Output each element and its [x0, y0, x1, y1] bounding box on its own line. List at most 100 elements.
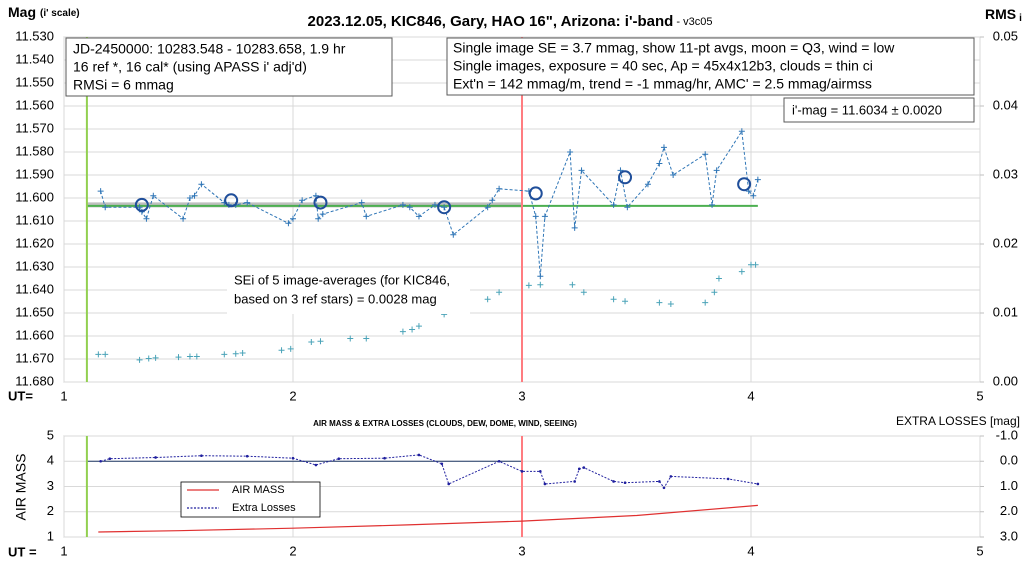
- y-tick-label: 11.600: [15, 189, 54, 204]
- title: 2023.12.05, KIC846, Gary, HAO 16", Arizo…: [308, 13, 674, 30]
- data-point: [702, 151, 709, 158]
- data-point: [337, 457, 341, 461]
- y2-tick-label: 0.05: [993, 28, 1018, 43]
- y2-tick-label: 1.0: [1000, 478, 1018, 493]
- annotation-box: [783, 97, 975, 123]
- x-tick-label: 5: [976, 543, 983, 558]
- data-point: [437, 200, 452, 215]
- data-point: [567, 149, 574, 155]
- data-point: [143, 215, 150, 222]
- data-point: [528, 186, 543, 201]
- data-point: [347, 335, 354, 342]
- data-point: [97, 188, 104, 195]
- data-point: [224, 193, 239, 208]
- data-point: [245, 454, 249, 458]
- data-point: [569, 281, 576, 288]
- x-axis-label: UT=: [8, 388, 33, 403]
- data-point: [644, 181, 651, 188]
- chart-title: 2023.12.05, KIC846, Gary, HAO 16", Arizo…: [308, 13, 713, 30]
- data-point: [232, 350, 239, 357]
- data-point: [541, 213, 548, 220]
- legend-box: [180, 481, 321, 518]
- data-point: [221, 351, 228, 358]
- data-point: [711, 289, 718, 296]
- data-point: [415, 213, 422, 220]
- y2-label: RMS: [985, 6, 1016, 22]
- y-tick-label: 11.660: [15, 327, 54, 342]
- annotation-box: [446, 37, 975, 96]
- data-point: [290, 215, 296, 222]
- series-line: [100, 129, 759, 277]
- data-point: [154, 456, 157, 459]
- data-point: [573, 480, 576, 483]
- data-point: [496, 185, 503, 192]
- data-point: [580, 289, 587, 296]
- data-point: [186, 353, 193, 360]
- data-point: [358, 199, 365, 206]
- data-point: [539, 470, 542, 473]
- data-point: [622, 298, 629, 305]
- data-point: [737, 177, 752, 192]
- y-tick-label: 11.530: [15, 28, 54, 43]
- y-axis-label: AIR MASS: [13, 454, 29, 521]
- y2-axis-label: EXTRA LOSSES [mag]: [896, 414, 1020, 428]
- data-point: [713, 167, 720, 174]
- data-point: [239, 350, 246, 357]
- y-label: Mag: [8, 4, 36, 20]
- data-point: [150, 192, 157, 199]
- data-point: [102, 351, 109, 358]
- data-point: [285, 220, 292, 227]
- data-point: [186, 195, 193, 201]
- data-point: [618, 170, 633, 185]
- y-axis-label: Mag (i' scale): [8, 4, 80, 20]
- data-point: [702, 299, 709, 306]
- data-point: [532, 213, 539, 220]
- x-axis-label: UT =: [8, 544, 37, 559]
- data-point: [525, 282, 532, 289]
- y-tick-label: 5: [47, 427, 54, 442]
- y-tick-label: 11.570: [15, 120, 54, 135]
- y-tick-label: 11.620: [15, 235, 54, 250]
- data-point: [409, 326, 416, 333]
- data-point: [175, 354, 182, 361]
- data-point: [582, 466, 586, 469]
- y2-tick-label: 0.04: [993, 97, 1018, 112]
- y-tick-label: 11.590: [15, 166, 54, 181]
- y2-tick-label: 0.00: [993, 373, 1018, 388]
- y-tick-label: 11.610: [15, 212, 54, 227]
- y2-tick-label: -1.0: [996, 427, 1018, 442]
- data-point: [752, 261, 759, 268]
- x-tick-label: 3: [518, 543, 525, 558]
- data-point: [441, 204, 448, 211]
- data-point: [578, 167, 585, 174]
- y2-tick-label: 0.03: [993, 166, 1018, 181]
- annotation-box: [227, 268, 470, 314]
- data-point: [313, 195, 328, 210]
- data-point: [136, 356, 143, 363]
- data-point: [102, 204, 109, 211]
- data-point: [447, 482, 451, 486]
- annotation-text: JD-2450000: 10283.548 - 10283.658, 1.9 h…: [73, 41, 346, 57]
- y-label-note: (i' scale): [40, 8, 80, 19]
- y-tick-label: 11.650: [15, 304, 54, 319]
- data-point: [406, 204, 413, 211]
- chart-title: AIR MASS & EXTRA LOSSES (CLOUDS, DEW, DO…: [313, 419, 577, 428]
- y-tick-label: 11.540: [15, 51, 54, 66]
- data-point: [738, 268, 745, 275]
- data-point: [191, 192, 198, 199]
- data-point: [415, 323, 422, 330]
- annotation-text: Single images, exposure = 40 sec, Ap = 4…: [453, 58, 873, 74]
- data-point: [750, 192, 757, 199]
- data-point: [756, 482, 760, 486]
- y-tick-label: 3: [47, 478, 54, 493]
- data-point: [145, 355, 152, 362]
- annotation-text: based on 3 ref stars) = 0.0028 mag: [234, 291, 437, 306]
- data-point: [417, 453, 421, 457]
- data-point: [670, 172, 677, 178]
- y-tick-label: 1: [47, 528, 54, 543]
- data-point: [108, 457, 112, 461]
- data-point: [319, 211, 326, 218]
- data-point: [577, 467, 581, 471]
- legend-label: AIR MASS: [232, 484, 285, 496]
